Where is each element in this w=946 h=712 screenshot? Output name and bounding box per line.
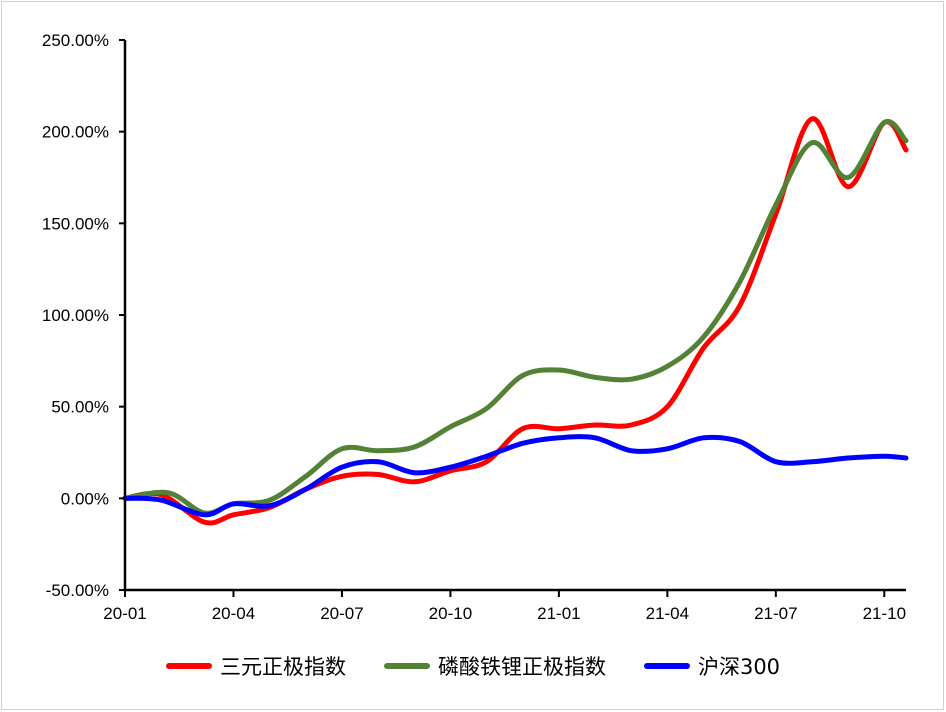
series-line-1 <box>122 119 909 516</box>
y-tick-label: 250.00% <box>42 31 109 50</box>
x-tick-label: 20-04 <box>212 604 255 623</box>
y-tick-label: 50.00% <box>51 398 109 417</box>
x-tick-label: 21-07 <box>754 604 797 623</box>
legend-item-0: 三元正极指数 <box>165 651 346 681</box>
legend-item-2: 沪深300 <box>643 651 781 681</box>
legend-label: 磷酸铁锂正极指数 <box>437 655 606 679</box>
x-tick-label: 21-01 <box>537 604 580 623</box>
y-tick-label: 200.00% <box>42 123 109 142</box>
legend-swatch <box>165 663 212 669</box>
x-tick-label: 21-10 <box>863 604 906 623</box>
legend-label: 沪深300 <box>697 655 781 679</box>
y-tick-label: 100.00% <box>42 306 109 325</box>
y-tick-label: 0.00% <box>61 489 109 508</box>
legend: 三元正极指数 磷酸铁锂正极指数 沪深300 <box>0 648 946 684</box>
x-tick-label: 20-01 <box>103 604 146 623</box>
axes-layer: 250.00% 200.00% 150.00% 100.00% 50.00% 0.00% -… <box>42 31 906 623</box>
legend-swatch <box>643 663 690 669</box>
legend-item-1: 磷酸铁锂正极指数 <box>383 651 606 681</box>
y-tick-label: 150.00% <box>42 214 109 233</box>
y-tick-label: -50.00% <box>46 581 109 600</box>
legend-swatch <box>383 663 430 669</box>
series-layer <box>122 116 909 526</box>
line-chart: 250.00% 200.00% 150.00% 100.00% 50.00% 0.00% -… <box>42 31 909 623</box>
x-tick-label: 20-10 <box>429 604 472 623</box>
x-tick-label: 21-04 <box>646 604 689 623</box>
series-line-2 <box>122 434 909 518</box>
legend-label: 三元正极指数 <box>219 655 346 679</box>
x-tick-label: 20-07 <box>320 604 363 623</box>
